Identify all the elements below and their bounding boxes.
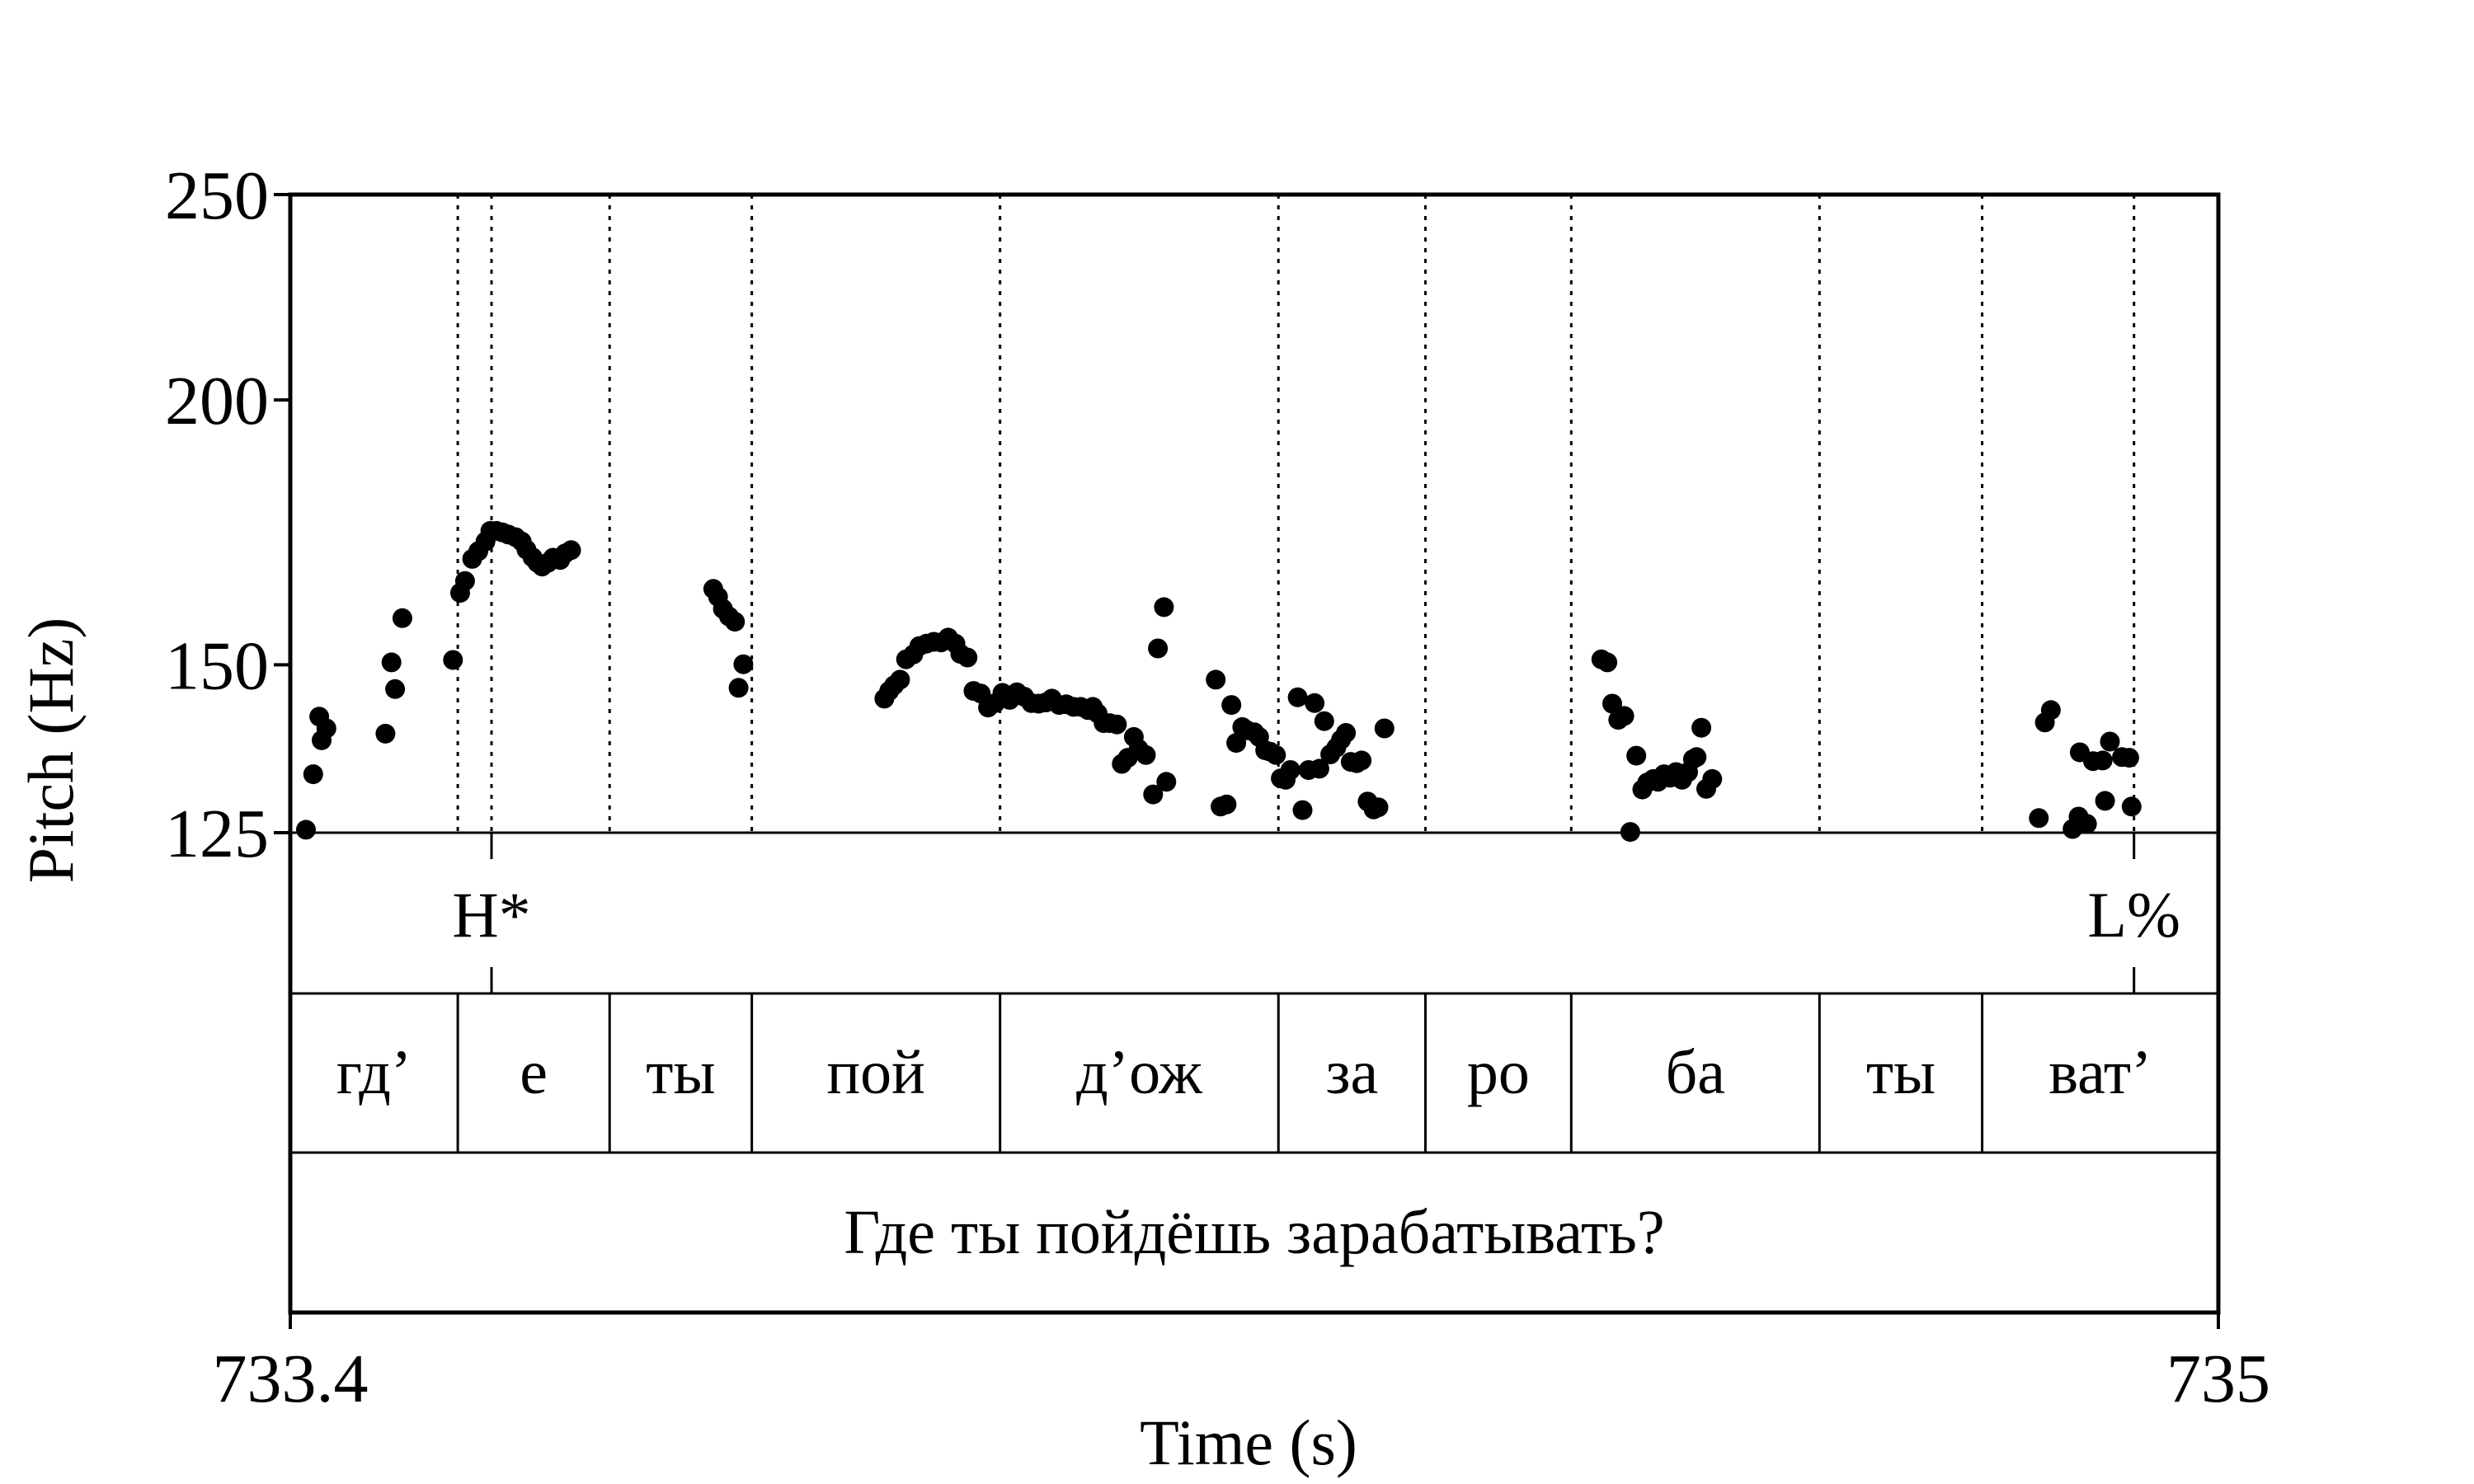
pitch-point <box>2121 796 2142 817</box>
pitch-point <box>1143 784 1164 805</box>
sentence-label: Где ты пойдёшь зарабатывать? <box>844 1198 1664 1267</box>
pitch-points <box>296 520 2142 843</box>
syllable-label: за <box>1325 1038 1378 1107</box>
syllable-label: ро <box>1467 1038 1530 1107</box>
y-axis: 250 200 150 125 <box>165 157 290 872</box>
pitch-point <box>1107 714 1127 735</box>
pitch-point <box>2095 791 2115 811</box>
pitch-point <box>1626 745 1647 766</box>
pitch-point <box>957 647 978 668</box>
pitch-point <box>1597 652 1618 673</box>
pitch-point <box>1314 711 1334 731</box>
pitch-point <box>725 612 745 632</box>
pitch-point <box>2077 814 2097 834</box>
pitch-point <box>2100 731 2120 752</box>
tone-mark-label: H* <box>452 879 530 951</box>
syllable-label: гд’ <box>336 1038 412 1107</box>
syllable-label: ват’ <box>2048 1038 2152 1107</box>
syllable-label: е <box>520 1038 548 1107</box>
x-tick-label: 735 <box>2166 1341 2270 1417</box>
pitch-point <box>561 540 581 561</box>
pitch-point <box>1206 669 1226 690</box>
y-tick-label: 150 <box>165 627 269 704</box>
pitch-point <box>1309 758 1329 779</box>
pitch-point <box>375 723 396 744</box>
pitch-point <box>1602 693 1622 714</box>
pitch-point <box>733 654 754 674</box>
pitch-point <box>890 669 910 690</box>
pitch-point <box>1368 797 1389 818</box>
pitch-point <box>1374 718 1395 739</box>
pitch-point <box>1216 794 1237 815</box>
pitch-point <box>1280 760 1300 780</box>
pitch-point <box>316 718 336 739</box>
pitch-point <box>2119 748 2139 768</box>
y-axis-title: Pitch (Hz) <box>15 618 87 884</box>
y-tick-label: 250 <box>165 157 269 234</box>
pitch-point <box>2040 700 2061 721</box>
pitch-point <box>443 650 463 670</box>
annotation-tiers: H* L% гд’ е ты пой д’ож за ро ба ты ват’ Где ты пойд… <box>336 833 2180 1267</box>
syllable-label: д’ож <box>1076 1038 1202 1107</box>
syllable-label: ба <box>1666 1038 1725 1107</box>
x-axis: 733.4 735 <box>213 1313 2270 1417</box>
pitch-point <box>1156 772 1177 792</box>
pitch-point <box>1154 597 1174 618</box>
x-axis-title: Time (s) <box>1140 1407 1357 1478</box>
pitch-point <box>1691 717 1712 738</box>
pitch-point <box>1305 693 1325 713</box>
pitch-point <box>392 608 412 628</box>
x-tick-label: 733.4 <box>213 1341 369 1417</box>
syllable-label: ты <box>646 1038 715 1107</box>
pitch-point <box>1136 744 1156 765</box>
syllable-boundary-guides <box>456 195 2136 833</box>
y-tick-label: 200 <box>165 363 269 439</box>
syllable-label: ты <box>1866 1038 1935 1107</box>
pitch-point <box>1614 706 1634 726</box>
pitch-point <box>1292 800 1313 820</box>
pitch-point <box>1336 723 1357 743</box>
pitch-point <box>1352 750 1372 771</box>
pitch-point <box>385 679 406 699</box>
pitch-point <box>303 764 323 785</box>
pitch-point <box>1287 687 1308 707</box>
pitch-point <box>1148 638 1169 659</box>
pitch-point <box>728 678 749 698</box>
pitch-point <box>296 819 316 840</box>
plot-frame <box>288 192 2221 1315</box>
syllable-label: пой <box>826 1038 924 1107</box>
y-tick-label: 125 <box>165 796 269 872</box>
pitch-point <box>381 652 402 673</box>
plot-border <box>288 192 2221 1315</box>
pitch-point <box>1266 744 1286 765</box>
pitch-point <box>454 571 475 591</box>
pitch-point <box>2029 808 2049 829</box>
pitch-point <box>1221 695 1242 716</box>
pitch-point <box>1686 747 1707 768</box>
tone-mark-label: L% <box>2087 879 2180 951</box>
pitch-point <box>2092 750 2113 771</box>
pitch-point <box>1702 768 1723 789</box>
